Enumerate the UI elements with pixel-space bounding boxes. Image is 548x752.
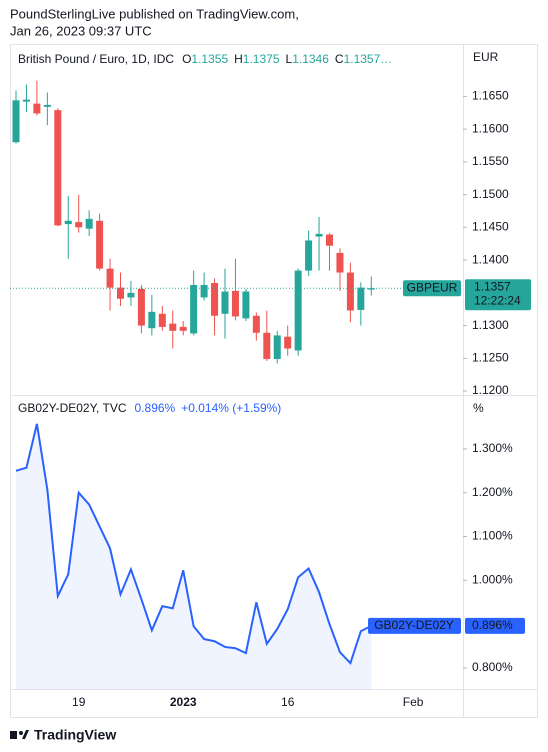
axis-unit: EUR: [473, 50, 499, 64]
legend: GB02Y-DE02Y, TVC 0.896% +0.014% (+1.59%): [18, 401, 281, 415]
x-tick-label: Feb: [403, 695, 424, 709]
legend-prefix: O: [182, 52, 191, 66]
candle-body: [263, 332, 271, 359]
legend-title: British Pound / Euro, 1D, IDC: [18, 52, 174, 66]
symbol-tag: [368, 617, 461, 634]
x-tick-label: 16: [281, 695, 295, 709]
candle-body: [96, 220, 104, 269]
y-tick-label: 1.100%: [472, 529, 513, 543]
symbol-tag-text: GBPEUR: [407, 280, 458, 294]
candle-body: [315, 233, 323, 237]
y-tick-label: 1.1500: [472, 187, 509, 201]
y-tick-label: 1.1250: [472, 351, 509, 365]
legend-ellipsis: …: [380, 52, 392, 66]
symbol-tag: [403, 280, 461, 297]
candle-body: [211, 283, 219, 316]
y-tick-label: 1.1600: [472, 121, 509, 135]
symbol-tag-text: GB02Y-DE02Y: [374, 618, 454, 632]
price-tag-countdown: 12:22:24: [474, 293, 521, 307]
legend-value: 1.1355: [191, 52, 228, 66]
candle-body: [179, 326, 187, 331]
candle-body: [33, 103, 41, 114]
candle-body: [231, 290, 239, 317]
legend-prefix: L: [286, 52, 293, 66]
candle-body: [43, 104, 51, 107]
y-tick-label: 1.1650: [472, 89, 509, 103]
candle-body: [54, 110, 62, 226]
y-tick-label: 1.1400: [472, 252, 509, 266]
legend-title: GB02Y-DE02Y, TVC: [18, 401, 127, 415]
candle-body: [190, 284, 198, 334]
publish-date: Jan 26, 2023 09:37 UTC: [10, 23, 152, 38]
legend-value: 1.1375: [243, 52, 280, 66]
y-tick-label: 0.800%: [472, 660, 513, 674]
legend: British Pound / Euro, 1D, IDC O1.1355 H1.1…: [18, 52, 392, 66]
candle-body: [346, 272, 354, 311]
candle-body: [305, 240, 313, 271]
tradingview-logo: TradingView: [10, 727, 116, 743]
candle-body: [12, 100, 20, 143]
legend-value: 0.896%: [135, 401, 176, 415]
x-tick-label: 19: [72, 695, 86, 709]
y-tick-label: 1.1550: [472, 154, 509, 168]
value-tag-text: 0.896%: [472, 618, 513, 632]
value-tag: [465, 617, 525, 634]
candle-body: [242, 291, 250, 319]
legend-prefix: C: [335, 52, 344, 66]
logo-text: TradingView: [34, 727, 116, 743]
candle-body: [127, 292, 135, 298]
chart-frame: [10, 44, 538, 718]
candle-body: [357, 287, 365, 310]
candle-body: [75, 222, 83, 228]
candle-body: [169, 323, 177, 331]
legend-value: 1.1357: [344, 52, 381, 66]
y-tick-label: 1.1450: [472, 220, 509, 234]
logo-part: [10, 731, 17, 739]
y-tick-label: 1.300%: [472, 441, 513, 455]
candle-body: [117, 287, 124, 299]
candle-body: [252, 315, 260, 333]
price-tag: [465, 279, 531, 311]
candle-body: [294, 270, 302, 351]
axis-unit: %: [473, 401, 484, 415]
price-tag-value: 1.1357: [474, 279, 511, 293]
y-tick-label: 1.200%: [472, 485, 513, 499]
y-tick-label: 1.000%: [472, 573, 513, 587]
legend-change: +0.014% (+1.59%): [181, 401, 281, 415]
legend-value: 1.1346: [292, 52, 329, 66]
candle-body: [137, 288, 145, 326]
publisher-line: PoundSterlingLive published on TradingVi…: [10, 6, 299, 21]
candle-body: [106, 268, 114, 288]
candle-body: [85, 218, 93, 229]
candle-body: [148, 311, 156, 329]
y-tick-label: 1.1300: [472, 318, 509, 332]
line: [15, 423, 372, 666]
candle-body: [200, 284, 208, 298]
candle-body: [336, 252, 344, 273]
candle-body: [367, 288, 375, 290]
area-fill: [16, 423, 372, 689]
x-tick-label: 2023: [170, 695, 197, 709]
candle-body: [284, 336, 292, 349]
y-tick-label: 1.1200: [472, 383, 509, 397]
candle-body: [221, 291, 229, 314]
candle-body: [326, 234, 333, 246]
legend-prefix: H: [234, 52, 243, 66]
candle-body: [22, 99, 30, 102]
logo-part: [19, 731, 23, 735]
logo-part: [22, 730, 29, 739]
candle-body: [273, 335, 281, 359]
candle-body: [158, 313, 166, 327]
candle-body: [64, 220, 72, 225]
